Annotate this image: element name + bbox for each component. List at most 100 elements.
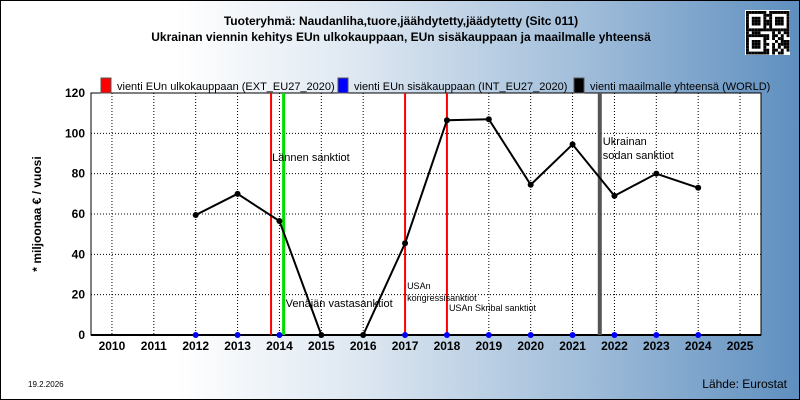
qr-module [772, 34, 775, 38]
qr-module [786, 40, 790, 43]
event-label: USAn Skribal sanktiot [449, 303, 537, 313]
qr-module [777, 31, 781, 35]
qr-module [754, 42, 758, 46]
qr-module [760, 11, 764, 14]
qr-module [772, 48, 775, 52]
y-tick-label: 120 [65, 86, 85, 100]
y-tick-label: 0 [78, 328, 85, 342]
series-point-world [527, 181, 534, 188]
x-tick-label: 2015 [308, 339, 335, 353]
qr-module [780, 48, 784, 52]
qr-module [786, 11, 790, 14]
series-point-world [276, 218, 283, 225]
qr-module [769, 11, 773, 14]
chart-title: Tuoteryhmä: Naudanliha,tuore,jäähdytetty… [1, 13, 799, 45]
qr-module [763, 48, 767, 52]
qr-module [775, 40, 778, 43]
qr-module [757, 51, 761, 55]
qr-module [775, 16, 778, 20]
series-point-world [611, 192, 618, 199]
series-point-int [443, 332, 450, 338]
legend-label: vienti EUn ulkokauppaan (EXT_EU27_2020) [117, 81, 335, 93]
qr-module [757, 34, 761, 38]
qr-module [746, 45, 749, 49]
qr-module [751, 19, 755, 23]
qr-module [763, 37, 767, 40]
qr-module [760, 51, 764, 55]
qr-module [766, 37, 770, 40]
qr-module [751, 51, 755, 55]
qr-module [757, 16, 761, 20]
qr-module [777, 16, 781, 20]
legend-swatch [337, 77, 349, 94]
event-label: Venäjän vastasanktiot [286, 298, 393, 310]
qr-module [757, 28, 761, 32]
qr-module [763, 16, 767, 20]
qr-module [766, 19, 770, 23]
series-point-int [653, 332, 660, 338]
title-line-1: Tuoteryhmä: Naudanliha,tuore,jäähdytetty… [223, 14, 579, 28]
series-point-int [276, 332, 283, 338]
qr-module [748, 51, 752, 55]
y-axis-label: * miljoonaa € / vuosi [30, 156, 44, 271]
qr-module [780, 11, 784, 14]
qr-module [763, 25, 767, 29]
qr-module [763, 51, 767, 55]
qr-module [760, 28, 764, 32]
qr-module [786, 28, 790, 32]
qr-module [777, 45, 781, 49]
qr-module [769, 16, 773, 20]
qr-module [780, 22, 784, 26]
qr-module [772, 31, 775, 35]
qr-module [786, 34, 790, 38]
qr-module [783, 28, 787, 32]
qr-module [786, 22, 790, 26]
event-label: Lännen sanktiot [272, 152, 350, 164]
qr-module [786, 48, 790, 52]
series-point-world [234, 190, 241, 197]
series-point-int [695, 332, 702, 338]
qr-module [748, 28, 752, 32]
qr-module [763, 42, 767, 46]
qr-module [783, 11, 787, 14]
qr-module [757, 42, 761, 46]
qr-module [766, 28, 770, 32]
series-point-world [402, 240, 409, 247]
series-point-world [318, 332, 325, 338]
event-label: Ukrainan [603, 136, 647, 148]
qr-module [757, 11, 761, 14]
event-label: kongressisanktiot [407, 293, 477, 303]
qr-module [763, 22, 767, 26]
x-tick-label: 2014 [266, 339, 293, 353]
qr-module [746, 42, 749, 46]
qr-module [772, 45, 775, 49]
qr-module [754, 28, 758, 32]
qr-module [786, 42, 790, 46]
qr-module [754, 31, 758, 35]
series-point-world [569, 141, 576, 148]
qr-module [783, 45, 787, 49]
legend-label: vienti maailmalle yhteensä (WORLD) [590, 81, 770, 93]
series-point-world [360, 332, 367, 338]
qr-module [757, 40, 761, 43]
qr-module [751, 34, 755, 38]
qr-module [760, 34, 764, 38]
qr-module [780, 34, 784, 38]
qr-module [777, 22, 781, 26]
qr-module [766, 22, 770, 26]
qr-module [754, 34, 758, 38]
qr-module [777, 28, 781, 32]
qr-module [772, 42, 775, 46]
x-tick-label: 2025 [727, 339, 754, 353]
qr-module [763, 19, 767, 23]
qr-module [746, 51, 749, 55]
qr-module [746, 13, 749, 17]
legend-swatch [573, 77, 585, 94]
event-label: sodan sanktiot [603, 150, 674, 162]
qr-module [780, 42, 784, 46]
qr-module [763, 45, 767, 49]
qr-module [780, 37, 784, 40]
qr-module [783, 31, 787, 35]
x-tick-label: 2018 [434, 339, 461, 353]
qr-module [751, 16, 755, 20]
